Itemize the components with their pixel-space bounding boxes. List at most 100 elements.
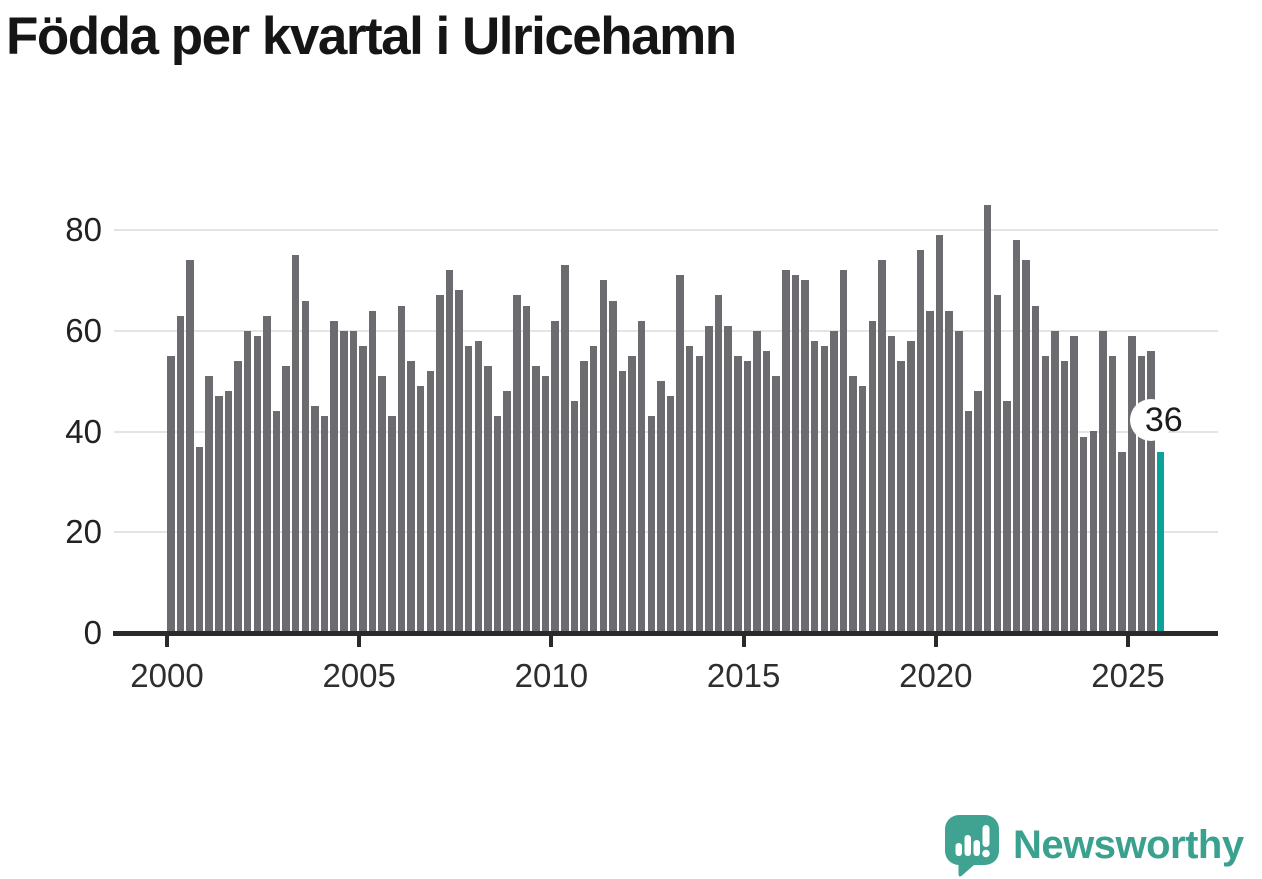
bar-quarter (609, 301, 617, 633)
chart-title: Födda per kvartal i Ulricehamn (6, 7, 737, 66)
bar-quarter (407, 361, 415, 633)
bar-quarter (1060, 361, 1069, 633)
bar-quarter (234, 361, 242, 633)
bar-quarter (772, 376, 780, 633)
x-axis-tick-2025 (1126, 636, 1130, 647)
bar-quarter (1108, 356, 1117, 633)
bar-quarter (618, 371, 627, 633)
bar-quarter (705, 326, 713, 633)
bar-quarter (1031, 306, 1040, 633)
x-axis-tick-2000 (165, 636, 169, 647)
bar-quarter (753, 331, 761, 633)
bar-quarter (666, 396, 675, 633)
bar-quarter (436, 295, 444, 633)
bar-quarter (734, 356, 742, 633)
bar-quarter (589, 346, 598, 633)
gridline-y-20 (114, 531, 1218, 534)
bar-quarter (1003, 401, 1011, 633)
bar-quarter (224, 391, 233, 633)
bar-quarter (1118, 452, 1126, 633)
bar-quarter (791, 275, 800, 633)
bar-quarter (301, 301, 310, 633)
bar-quarter (215, 396, 223, 633)
bar-quarter (743, 361, 752, 633)
y-axis-label: 40 (65, 412, 102, 450)
bar-quarter (570, 401, 579, 633)
bar-quarter (637, 321, 646, 633)
bar-quarter (1147, 351, 1155, 633)
bar-quarter (897, 361, 905, 633)
bar-quarter (484, 366, 492, 633)
x-axis-tick-2010 (549, 636, 554, 647)
bar-quarter (714, 295, 723, 633)
bar-quarter (839, 270, 848, 633)
y-axis-label: 20 (65, 513, 102, 551)
bar-quarter (878, 260, 886, 633)
bar-quarter (657, 381, 665, 633)
highlight-badge (1129, 398, 1172, 441)
bar-quarter (1012, 240, 1021, 633)
bar-quarter (907, 341, 915, 633)
bar-quarter (830, 331, 838, 633)
bar-quarter (820, 346, 829, 633)
bar-quarter (628, 356, 636, 633)
bar-quarter (926, 311, 934, 633)
bar-quarter (513, 295, 521, 633)
x-axis-tick-2020 (933, 636, 938, 647)
x-axis-label: 2025 (1091, 657, 1165, 694)
x-axis-label: 2015 (706, 657, 781, 694)
bar-quarter (195, 447, 204, 633)
bar-quarter (541, 376, 550, 633)
y-axis-label: 60 (65, 311, 102, 349)
bar-quarter (1051, 331, 1059, 633)
gridline-y-60 (114, 329, 1218, 332)
x-axis-tick-2005 (357, 636, 362, 647)
bar-quarter (1070, 336, 1078, 633)
bar-quarter (330, 321, 338, 633)
bar-quarter (810, 341, 819, 633)
x-axis-label: 2005 (322, 657, 396, 694)
bar-quarter (858, 386, 867, 633)
bar-quarter (349, 331, 358, 633)
newsworthy-speech-bubble-chart-icon (945, 815, 999, 877)
bar-quarter (1089, 431, 1098, 633)
x-axis-label: 2000 (130, 657, 204, 694)
bar-quarter (551, 321, 559, 633)
bar-quarter (176, 316, 185, 633)
bar-quarter (685, 346, 694, 633)
bar-quarter (243, 331, 252, 633)
bar-quarter (647, 416, 656, 633)
newsworthy-wordmark: Newsworthy (1013, 823, 1244, 867)
bar-quarter (397, 306, 406, 633)
x-axis-label: 2010 (514, 657, 589, 694)
highlight-value-label: 36 (1144, 400, 1183, 439)
bar-quarter (868, 321, 877, 633)
bar-quarter (282, 366, 290, 633)
bar-quarter (340, 331, 348, 633)
y-axis-label: 80 (65, 211, 102, 248)
bar-quarter (445, 270, 454, 633)
bar-quarter (1137, 356, 1146, 633)
bar-highlighted-latest-quarter (1156, 452, 1165, 633)
bar-quarter (291, 255, 300, 633)
bar-quarter (762, 351, 771, 633)
bar-quarter (1041, 356, 1050, 633)
bar-quarter (253, 336, 262, 633)
bar-quarter (167, 356, 175, 633)
y-axis-label: 0 (83, 614, 102, 651)
gridline-y-80 (114, 229, 1218, 231)
bar-quarter (580, 361, 588, 633)
bar-quarter (983, 205, 992, 633)
bar-quarter (724, 326, 732, 633)
bar-quarter (1022, 260, 1030, 633)
bar-quarter (935, 235, 944, 633)
bar-quarter (993, 295, 1002, 633)
bar-quarter (887, 336, 896, 633)
bar-quarter (522, 306, 531, 633)
bar-quarter (474, 341, 483, 633)
bar-quarter (263, 316, 271, 633)
bar-quarter (205, 376, 213, 633)
bar-quarter (378, 376, 386, 633)
bar-quarter (416, 386, 425, 633)
bar-quarter (426, 371, 435, 633)
